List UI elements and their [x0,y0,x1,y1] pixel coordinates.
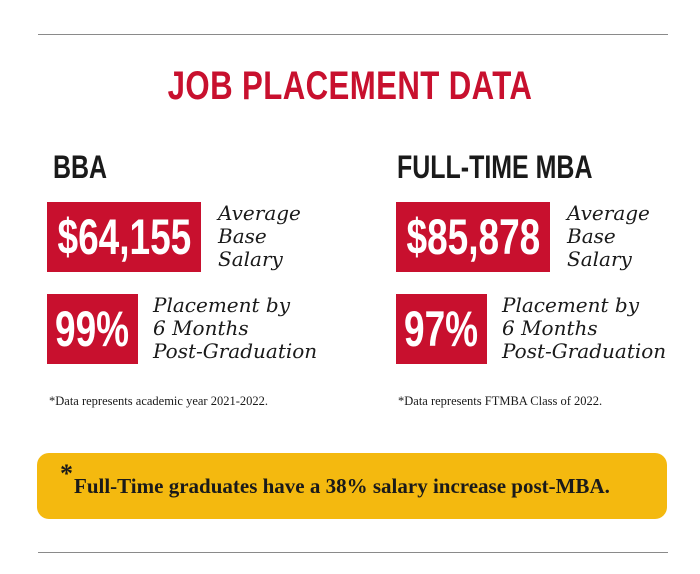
mba-salary-label: Average Base Salary [567,202,650,271]
mba-placement-label-line: Post-Graduation [502,339,667,363]
mba-footnote: *Data represents FTMBA Class of 2022. [398,394,603,408]
mba-salary-value: $85,878 [406,209,540,265]
banner-asterisk: * [60,459,73,488]
mba-heading: FULL-TIME MBA [397,149,593,185]
bba-salary-label-line: Average [218,201,301,225]
mba-placement-label: Placement by 6 Months Post-Graduation [502,294,666,363]
bba-salary-box: $64,155 [47,202,201,272]
bba-salary-value: $64,155 [57,209,191,265]
bba-placement-value: 99% [55,301,130,357]
mba-placement-box: 97% [396,294,487,364]
bba-placement-label-line: Placement by [153,293,290,317]
mba-placement-value: 97% [404,301,479,357]
mba-salary-label-line: Salary [567,247,632,271]
bba-placement-label-line: Post-Graduation [153,339,318,363]
mba-placement-label-line: Placement by [502,293,639,317]
bottom-divider [38,552,668,553]
highlight-banner: * Full-Time graduates have a 38% salary … [37,453,667,519]
bba-placement-label: Placement by 6 Months Post-Graduation [153,294,317,363]
mba-salary-label-line: Base [567,224,616,248]
bba-heading: BBA [53,149,108,185]
banner-text: Full-Time graduates have a 38% salary in… [74,474,610,498]
bba-salary-label-line: Base [218,224,267,248]
bba-salary-label-line: Salary [218,247,283,271]
page-title: JOB PLACEMENT DATA [167,64,533,108]
bba-placement-box: 99% [47,294,138,364]
top-divider [38,34,668,35]
mba-salary-box: $85,878 [396,202,550,272]
bba-placement-label-line: 6 Months [153,316,249,340]
bba-footnote: *Data represents academic year 2021-2022… [49,394,269,408]
bba-salary-label: Average Base Salary [218,202,301,271]
mba-placement-label-line: 6 Months [502,316,598,340]
mba-salary-label-line: Average [567,201,650,225]
